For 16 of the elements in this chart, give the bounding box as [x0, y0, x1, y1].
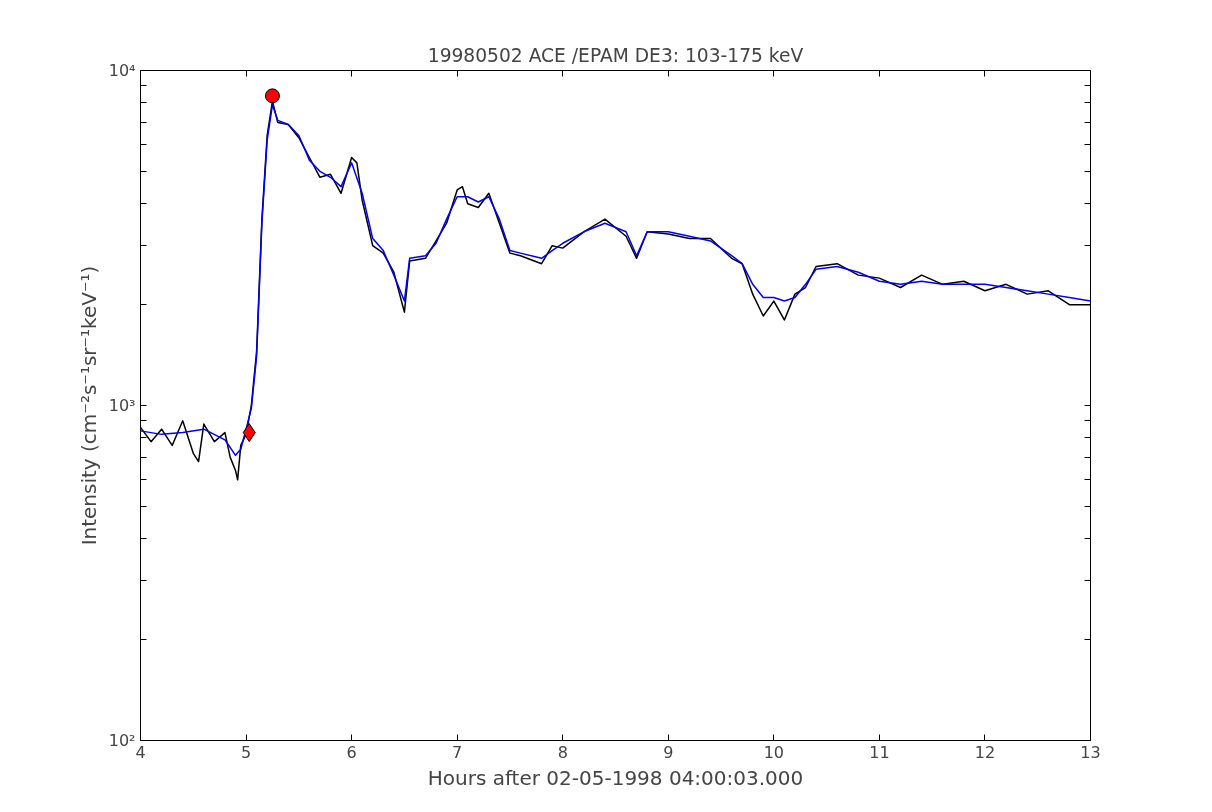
x-tick-label: 9 — [663, 742, 674, 762]
x-axis-title: Hours after 02-05-1998 04:00:03.000 — [427, 765, 804, 790]
x-tick-label: 6 — [346, 742, 357, 762]
y-tick-label: 10³ — [108, 396, 136, 415]
x-tick-label: 12 — [974, 742, 996, 762]
x-tick-label: 10 — [763, 742, 785, 762]
x-tick-label: 5 — [240, 742, 252, 762]
chart-title: 19980502 ACE /EPAM DE3: 103-175 keV — [427, 44, 804, 66]
x-tick-label: 11 — [869, 742, 890, 762]
x-tick-label: 7 — [452, 742, 463, 762]
y-axis-title: Intensity (cm⁻²s⁻¹sr⁻¹keV⁻¹) — [76, 265, 101, 546]
x-tick-label: 13 — [1080, 742, 1101, 762]
x-tick-label: 4 — [135, 742, 146, 762]
y-tick-label: 10² — [108, 731, 136, 750]
y-tick-label: 10⁴ — [108, 61, 136, 80]
x-tick-label: 8 — [557, 742, 568, 762]
